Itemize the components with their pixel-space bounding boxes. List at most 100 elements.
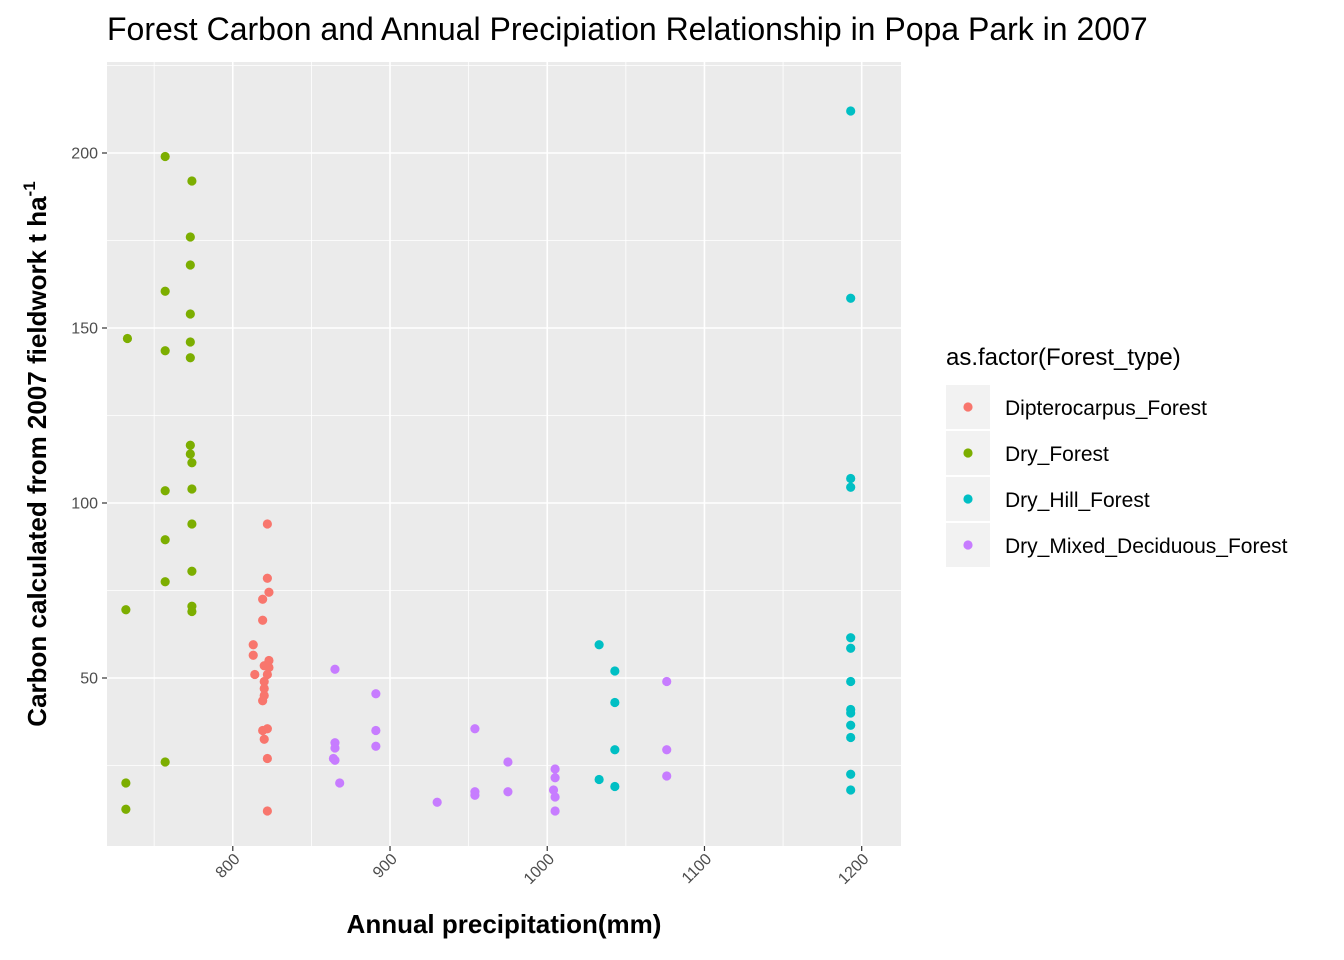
data-point xyxy=(259,676,269,687)
data-point xyxy=(185,353,195,363)
x-tick-label: 800 xyxy=(213,851,244,882)
data-point xyxy=(160,757,170,767)
data-point xyxy=(185,309,195,319)
legend-key-point xyxy=(963,540,973,550)
data-point xyxy=(122,333,133,344)
data-point xyxy=(262,669,272,680)
data-point xyxy=(160,535,170,545)
y-axis: 50 100 150 200 xyxy=(71,146,107,688)
legend-label: Dry_Hill_Forest xyxy=(1005,489,1150,512)
data-point xyxy=(258,696,268,706)
x-tick-label: 900 xyxy=(370,851,401,882)
data-point xyxy=(187,519,197,529)
data-point xyxy=(248,640,258,650)
data-point xyxy=(846,643,856,653)
plot-panel xyxy=(107,62,901,846)
data-point xyxy=(371,725,381,736)
data-point xyxy=(330,664,340,674)
data-point xyxy=(262,753,272,764)
data-point xyxy=(470,724,480,734)
data-point xyxy=(846,482,856,492)
data-point xyxy=(335,778,345,788)
data-point xyxy=(662,771,672,781)
data-point xyxy=(259,683,269,694)
data-point xyxy=(121,778,131,788)
data-point xyxy=(594,774,604,785)
data-point xyxy=(262,573,272,583)
data-point xyxy=(262,519,272,529)
data-point xyxy=(662,676,672,687)
data-point xyxy=(846,769,856,779)
data-point xyxy=(846,708,856,718)
data-point xyxy=(185,337,195,347)
data-point xyxy=(264,655,274,666)
data-point xyxy=(185,440,195,450)
legend-label: Dry_Mixed_Deciduous_Forest xyxy=(1005,535,1288,558)
data-point xyxy=(262,806,272,816)
grid-minor xyxy=(107,62,901,846)
x-axis: 800 900 1000 1100 1200 xyxy=(213,846,873,888)
y-axis-title: Carbon calculated from 2007 fieldwork t … xyxy=(20,181,52,726)
data-point xyxy=(846,732,856,743)
data-point xyxy=(550,764,560,774)
data-point xyxy=(259,734,269,744)
data-point xyxy=(250,669,260,680)
data-point xyxy=(185,449,195,459)
data-point xyxy=(610,781,620,792)
chart-title: Forest Carbon and Annual Precipiation Re… xyxy=(107,11,1148,47)
data-point xyxy=(187,484,197,494)
data-point xyxy=(548,785,559,795)
data-point xyxy=(262,724,272,734)
data-point xyxy=(160,486,170,496)
data-point xyxy=(503,757,513,767)
data-point xyxy=(470,790,480,800)
x-tick-label: 1100 xyxy=(679,851,715,887)
data-point xyxy=(371,741,381,751)
data-point xyxy=(846,106,856,116)
data-point xyxy=(846,633,856,643)
y-axis-title-main: Carbon calculated from 2007 fieldwork t … xyxy=(22,196,52,727)
legend-title: as.factor(Forest_type) xyxy=(946,344,1181,371)
data-point xyxy=(187,176,197,186)
legend: as.factor(Forest_type) Dipterocarpus_For… xyxy=(946,344,1288,567)
data-point xyxy=(264,587,274,597)
grid-major xyxy=(107,62,901,846)
y-axis-title-superscript: -1 xyxy=(20,181,39,196)
y-tick-label: 50 xyxy=(80,671,98,688)
data-points xyxy=(121,106,856,816)
data-point xyxy=(550,773,560,783)
data-point xyxy=(330,743,340,753)
y-tick-label: 200 xyxy=(71,146,98,163)
data-point xyxy=(258,594,268,604)
data-point xyxy=(846,676,856,687)
data-point xyxy=(248,650,258,660)
data-point xyxy=(185,232,195,242)
x-tick-label: 1200 xyxy=(835,851,872,888)
data-point xyxy=(594,640,604,650)
x-tick-label: 1000 xyxy=(521,851,558,888)
y-tick-label: 150 xyxy=(71,321,98,338)
legend-key-point xyxy=(963,448,973,458)
legend-key-point xyxy=(963,402,973,412)
legend-key-point xyxy=(963,494,973,504)
data-point xyxy=(662,745,672,755)
data-point xyxy=(610,697,620,708)
y-tick-label: 100 xyxy=(71,496,98,513)
data-point xyxy=(330,755,340,765)
x-axis-title: Annual precipitation(mm) xyxy=(347,909,662,939)
data-point xyxy=(187,606,197,617)
data-point xyxy=(550,792,560,802)
data-point xyxy=(610,666,620,676)
data-point xyxy=(846,473,856,484)
data-point xyxy=(371,689,381,699)
data-point xyxy=(258,615,268,625)
data-point xyxy=(846,293,856,303)
legend-label: Dry_Forest xyxy=(1005,443,1109,466)
data-point xyxy=(160,577,170,587)
data-point xyxy=(121,605,131,615)
data-point xyxy=(503,787,513,797)
data-point xyxy=(550,806,560,816)
data-point xyxy=(121,804,131,814)
legend-label: Dipterocarpus_Forest xyxy=(1005,397,1207,420)
data-point xyxy=(185,260,195,270)
